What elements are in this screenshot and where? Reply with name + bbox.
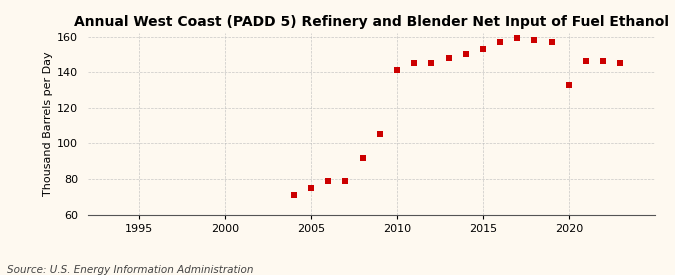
Point [426, 61, 437, 65]
Point [340, 178, 351, 183]
Point [512, 36, 522, 40]
Point [306, 186, 317, 190]
Point [564, 82, 574, 87]
Point [375, 132, 385, 137]
Text: Source: U.S. Energy Information Administration: Source: U.S. Energy Information Administ… [7, 265, 253, 275]
Point [495, 40, 506, 44]
Point [615, 61, 626, 65]
Point [288, 193, 299, 197]
Title: Annual West Coast (PADD 5) Refinery and Blender Net Input of Fuel Ethanol: Annual West Coast (PADD 5) Refinery and … [74, 15, 669, 29]
Point [598, 59, 609, 64]
Point [357, 155, 368, 160]
Y-axis label: Thousand Barrels per Day: Thousand Barrels per Day [43, 51, 53, 196]
Point [477, 47, 488, 51]
Point [409, 61, 420, 65]
Point [323, 178, 333, 183]
Point [460, 52, 471, 57]
Point [546, 40, 557, 44]
Point [580, 59, 591, 64]
Point [392, 68, 402, 73]
Point [443, 56, 454, 60]
Point [529, 38, 540, 42]
